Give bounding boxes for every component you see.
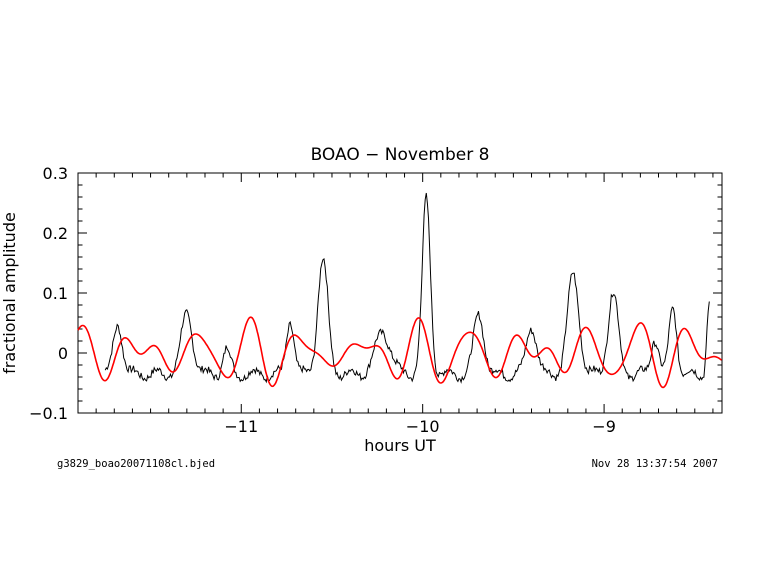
x-tick-label: −10 <box>406 417 440 436</box>
x-tick-label: −9 <box>592 417 616 436</box>
y-axis-label: fractional amplitude <box>0 212 19 374</box>
fit-curve <box>77 316 723 389</box>
x-tick-label: −11 <box>224 417 258 436</box>
y-tick-labels: −0.1 0 0.1 0.2 0.3 <box>29 164 68 423</box>
axis-ticks <box>77 172 722 414</box>
x-tick-labels: −11 −10 −9 <box>224 417 615 436</box>
footer-filename: g3829_boao20071108cl.bjed <box>57 458 215 470</box>
x-axis-label: hours UT <box>364 436 436 455</box>
footer-timestamp: Nov 28 13:37:54 2007 <box>592 458 718 470</box>
series-layer <box>77 192 723 389</box>
plot-area <box>77 172 723 414</box>
y-tick-label: 0.1 <box>43 284 68 303</box>
y-tick-label: 0.2 <box>43 224 68 243</box>
observed-light-curve <box>104 192 710 384</box>
chart-title: BOAO − November 8 <box>311 145 490 165</box>
y-tick-label: 0.3 <box>43 164 68 183</box>
y-tick-label: −0.1 <box>29 404 68 423</box>
y-tick-label: 0 <box>58 344 68 363</box>
